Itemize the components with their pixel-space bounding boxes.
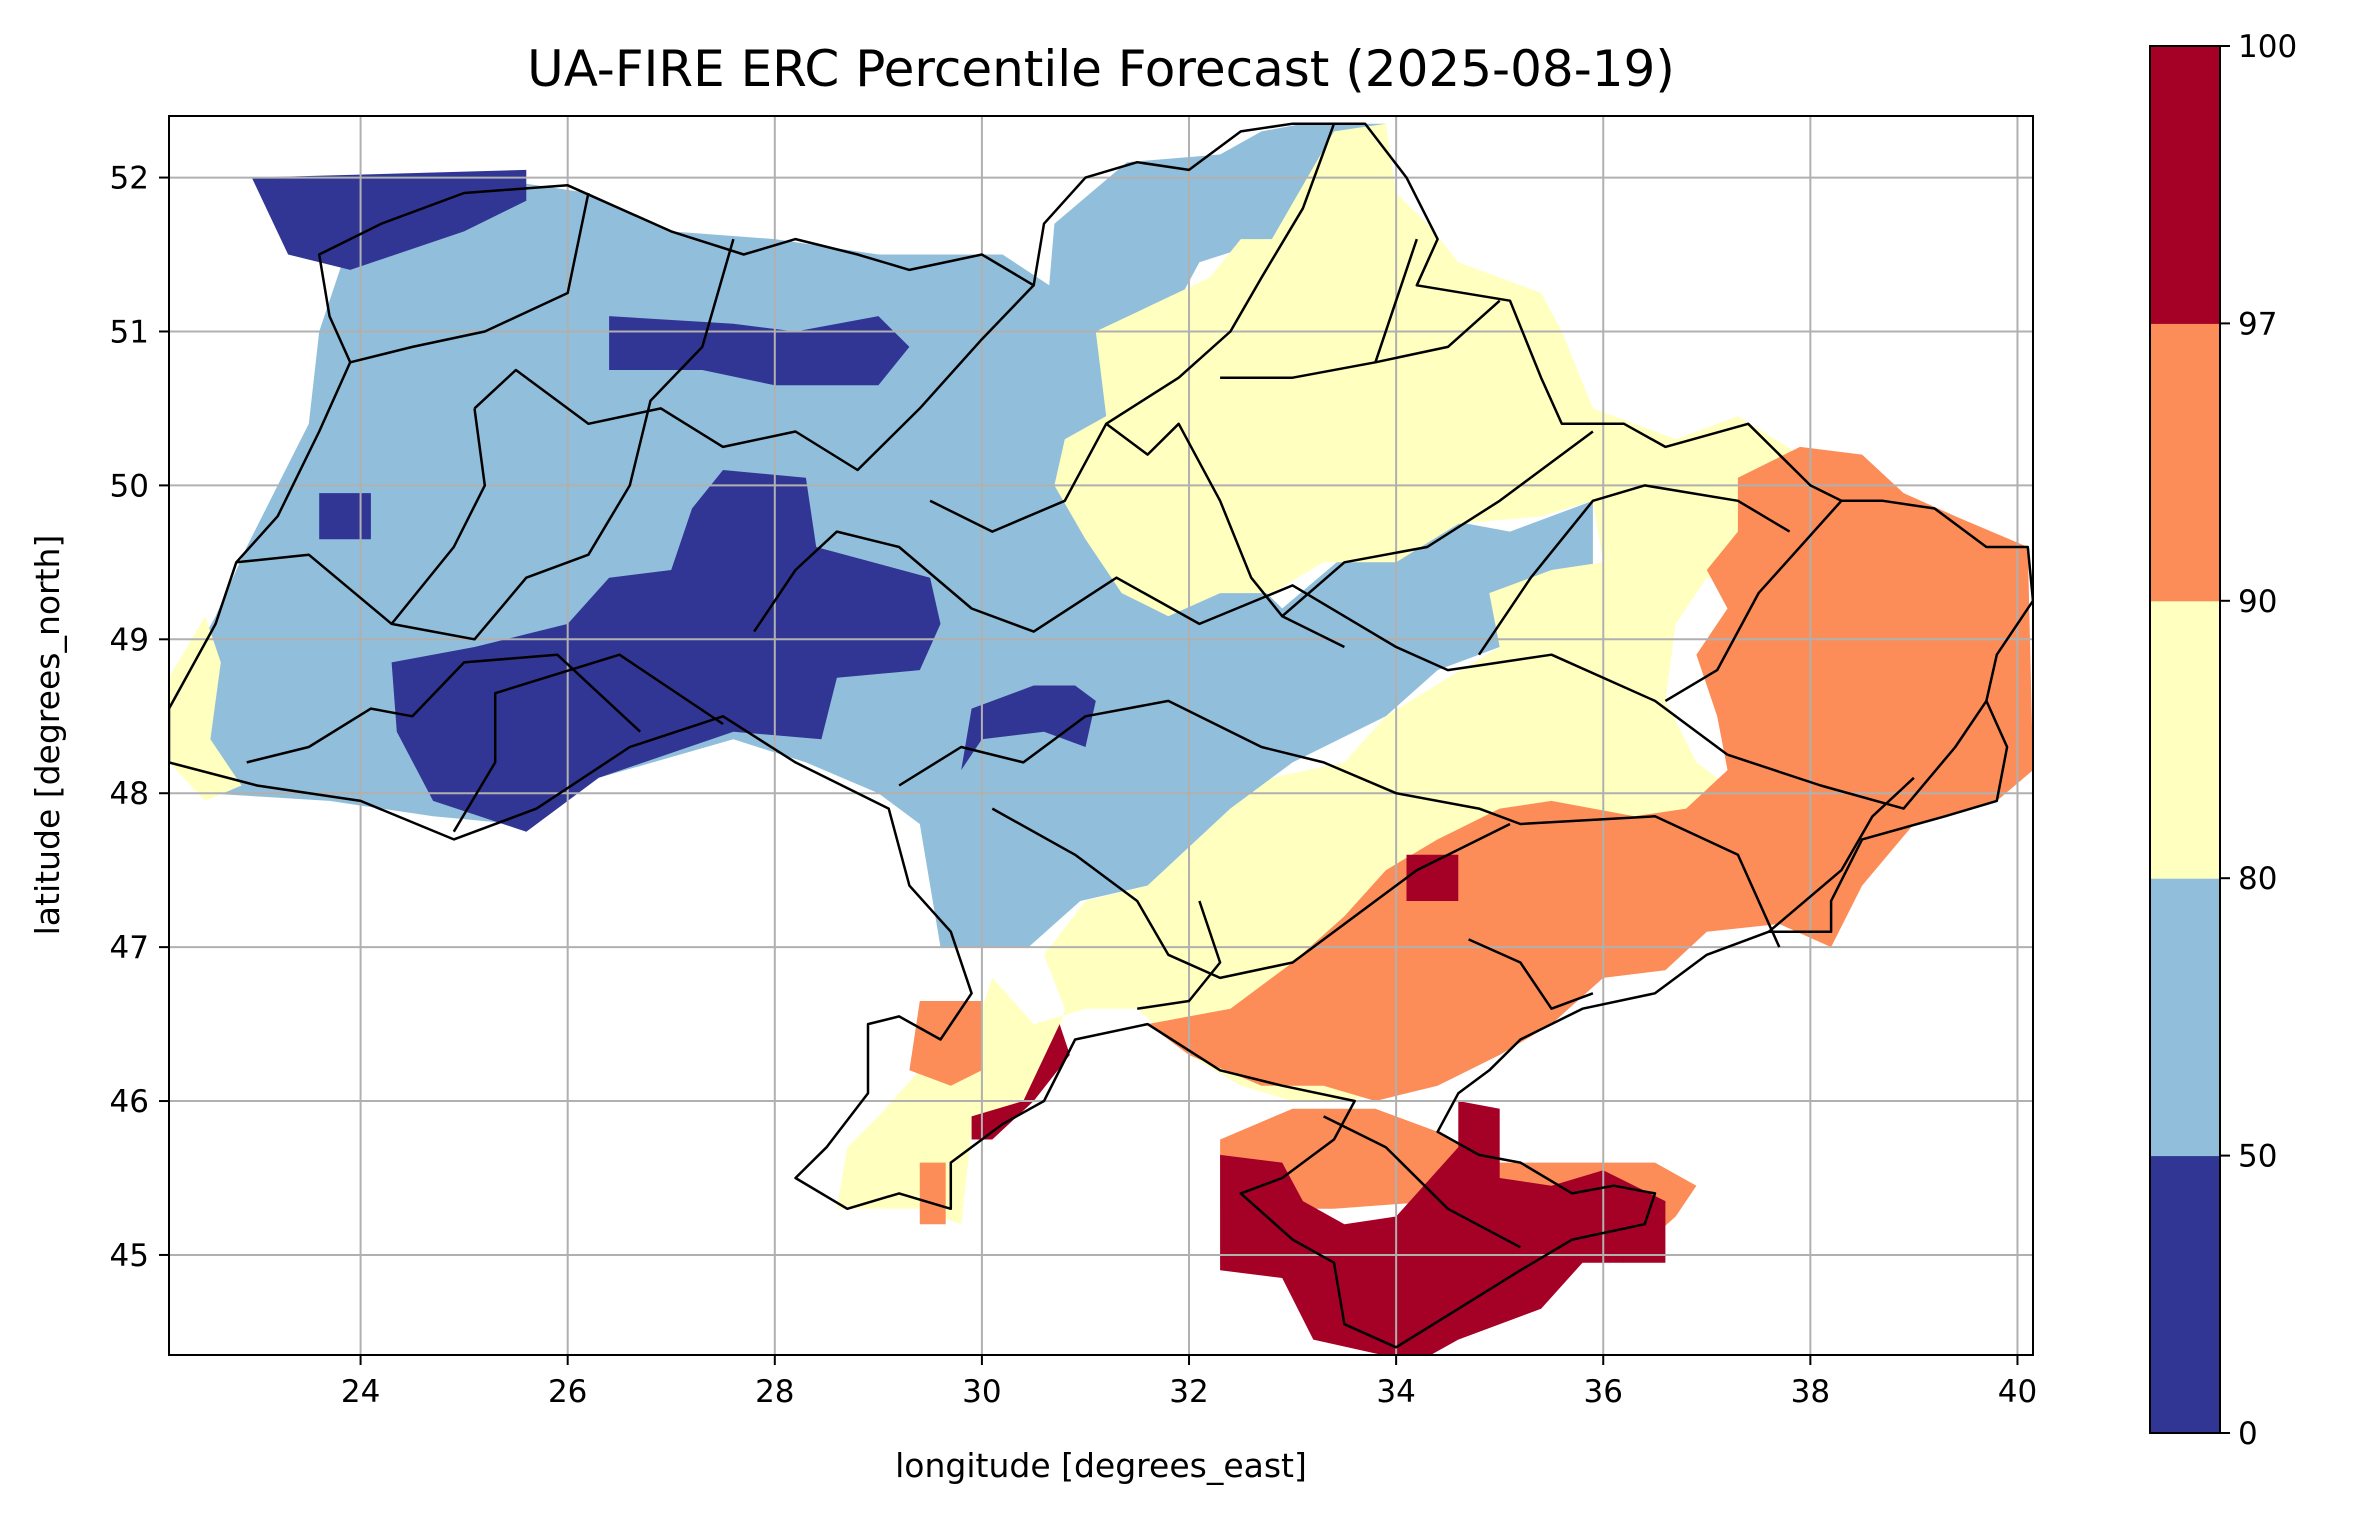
colorbar-segment [2150, 878, 2220, 1157]
y-tick-layer: 45 46 47 48 49 50 51 52 [110, 161, 169, 1274]
admin-boundary-13 [1281, 430, 1594, 618]
colorbar-tick-label: 50 [2238, 1139, 2277, 1175]
y-tick-label: 47 [110, 930, 149, 966]
admin-boundary-6 [753, 530, 1729, 756]
x-tick-label: 40 [1998, 1374, 2037, 1410]
percentile-region-10 [909, 1001, 982, 1086]
y-tick-label: 51 [110, 314, 149, 350]
admin-boundary-0 [246, 653, 642, 764]
admin-boundary-7 [898, 699, 1781, 948]
colorbar-tick-label: 0 [2238, 1416, 2258, 1452]
percentile-region-7 [836, 123, 1842, 1225]
x-tick-label: 26 [548, 1374, 587, 1410]
colorbar-frame [2149, 45, 2221, 1434]
colorbar-segment [2150, 1155, 2220, 1434]
admin-boundary-8 [991, 807, 1511, 980]
y-tick-label: 46 [110, 1084, 149, 1120]
colorbar-tick-label: 80 [2238, 861, 2277, 897]
admin-boundary-5 [390, 408, 487, 625]
admin-boundary-2 [236, 238, 735, 641]
colorbar-segment [2150, 46, 2220, 324]
colorbar-segment [2150, 323, 2220, 602]
admin-boundary-15 [1664, 499, 1843, 702]
admin-boundary-20 [1323, 1115, 1521, 1249]
admin-boundary-16 [1727, 700, 1988, 810]
admin-boundary-19 [1137, 900, 1222, 1010]
admin-boundary-layer [169, 122, 2033, 1349]
x-tick-label: 24 [341, 1374, 380, 1410]
x-tick-layer: 24 26 28 30 32 34 36 38 40 [341, 1355, 2037, 1410]
y-tick-label: 48 [110, 776, 149, 812]
percentile-region-14 [1406, 854, 1459, 901]
percentile-region-6 [169, 616, 242, 801]
y-tick-label: 50 [110, 468, 149, 504]
colorbar-tick-label: 100 [2238, 29, 2297, 65]
percentile-region-12 [1220, 1101, 1666, 1355]
x-tick-label: 30 [962, 1374, 1001, 1410]
percentile-region-4 [609, 316, 910, 386]
percentile-region-3 [391, 470, 941, 832]
admin-boundary-14 [1477, 484, 1791, 656]
percentile-region-13 [971, 1024, 1070, 1140]
y-tick-label: 52 [110, 161, 149, 197]
admin-boundary-3 [349, 192, 590, 364]
y-axis-label: latitude [degrees_north] [28, 535, 67, 936]
colorbar-segment [2150, 600, 2220, 879]
percentile-region-11 [919, 1162, 946, 1225]
percentile-region-2 [319, 493, 371, 540]
x-tick-label: 38 [1791, 1374, 1830, 1410]
x-tick-label: 28 [755, 1374, 794, 1410]
percentile-region-5 [961, 685, 1096, 771]
colorbar: 0 50 80 90 97 100 [2149, 29, 2297, 1452]
y-tick-label: 49 [110, 622, 149, 658]
admin-boundary-9 [929, 123, 1336, 533]
admin-boundary-18 [1468, 938, 1594, 1010]
gridline-layer [169, 116, 2033, 1355]
percentile-region-8 [1147, 446, 2033, 1101]
x-tick-label: 36 [1584, 1374, 1623, 1410]
colorbar-tick-label: 90 [2238, 584, 2277, 620]
admin-boundary-12 [1374, 238, 1418, 363]
admin-boundary-17 [1768, 776, 1915, 933]
axes-frame [168, 115, 2034, 1356]
x-axis-label: longitude [degrees_east] [895, 1446, 1307, 1485]
chart-title: UA-FIRE ERC Percentile Forecast (2025-08… [527, 40, 1675, 98]
admin-boundary-4 [473, 284, 1035, 472]
colorbar-tick-label: 97 [2238, 306, 2277, 342]
x-tick-label: 32 [1169, 1374, 1208, 1410]
admin-boundary-1 [452, 653, 724, 833]
y-tick-label: 45 [110, 1238, 149, 1274]
x-tick-label: 34 [1376, 1374, 1415, 1410]
